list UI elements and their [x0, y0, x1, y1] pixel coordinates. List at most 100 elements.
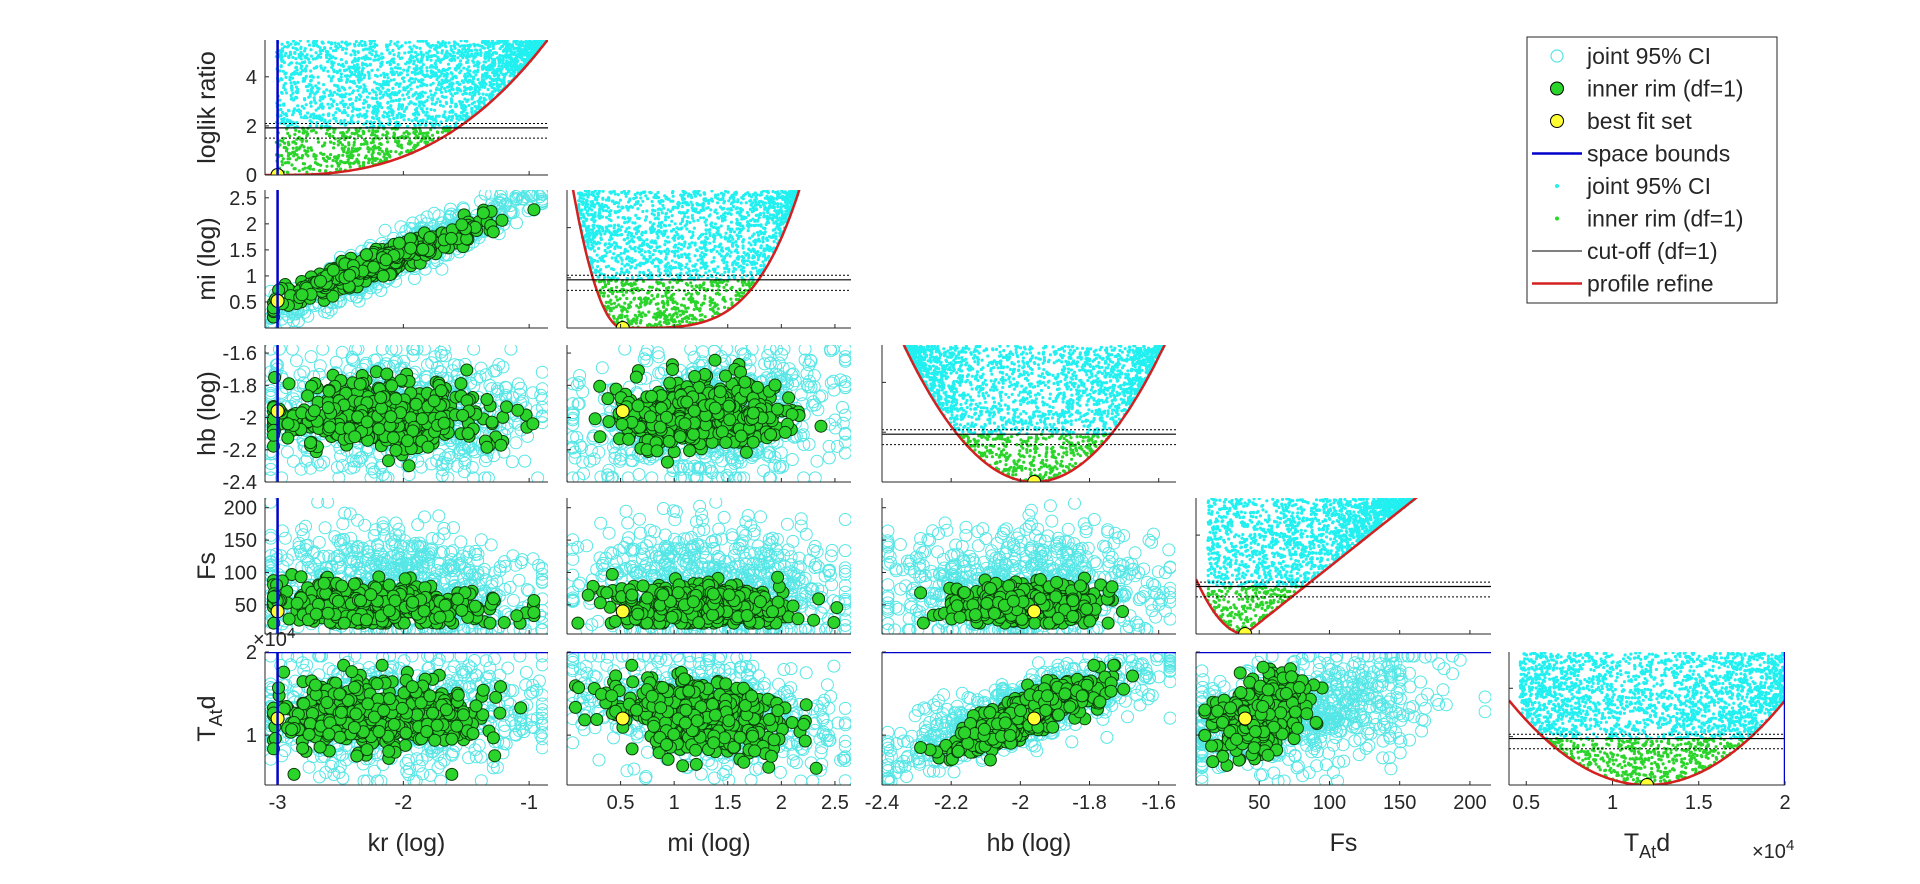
profile-dot — [332, 49, 335, 52]
profile-dot — [474, 52, 477, 55]
profile-dot — [699, 216, 702, 219]
profile-dot — [668, 313, 671, 316]
profile-dot — [282, 86, 285, 89]
profile-dot — [666, 236, 669, 239]
profile-dot — [310, 129, 313, 132]
profile-dot — [382, 72, 385, 75]
profile-dot — [306, 150, 309, 153]
profile-dot — [449, 53, 452, 56]
profile-dot — [351, 105, 354, 108]
profile-dot — [357, 134, 360, 137]
profile-dot — [419, 47, 422, 50]
profile-dot — [323, 66, 326, 69]
profile-dot — [317, 81, 320, 84]
profile-dot — [667, 250, 670, 253]
profile-dot — [502, 80, 505, 83]
profile-dot — [392, 61, 395, 64]
profile-dot — [478, 44, 481, 47]
profile-dot — [443, 75, 446, 78]
profile-dot — [391, 49, 394, 52]
profile-dot — [445, 79, 448, 82]
profile-dot — [456, 52, 459, 55]
profile-dot — [424, 91, 427, 94]
profile-dot — [298, 62, 301, 65]
profile-dot — [639, 302, 642, 305]
profile-dot — [422, 104, 425, 107]
profile-dot — [705, 232, 708, 235]
profile-dot — [668, 224, 671, 227]
profile-dot — [385, 44, 388, 47]
profile-dot — [482, 93, 485, 96]
profile-dot — [298, 169, 301, 172]
profile-dot — [350, 53, 353, 56]
profile-dot — [449, 105, 452, 108]
profile-dot — [632, 240, 635, 243]
profile-dot — [657, 196, 660, 199]
profile-dot — [686, 216, 689, 219]
profile-dot — [312, 155, 315, 158]
profile-dot — [690, 241, 693, 244]
profile-dot — [369, 147, 372, 150]
profile-dot — [396, 44, 399, 47]
profile-dot — [483, 74, 486, 77]
profile-dot — [456, 64, 459, 67]
profile-dot — [648, 302, 651, 305]
profile-dot — [351, 110, 354, 113]
profile-dot — [413, 59, 416, 62]
profile-dot — [347, 106, 350, 109]
profile-dot — [730, 202, 733, 205]
inner-rim-point — [528, 204, 540, 216]
profile-dot — [769, 213, 772, 216]
profile-dot — [448, 67, 451, 70]
profile-dot — [318, 169, 321, 172]
profile-dot — [313, 96, 316, 99]
profile-dot — [398, 98, 401, 101]
profile-dot — [329, 54, 332, 57]
profile-dot — [430, 54, 433, 57]
profile-dot — [326, 103, 329, 106]
profile-dot — [450, 49, 453, 52]
profile-dot — [473, 93, 476, 96]
profile-dot — [700, 241, 703, 244]
profile-dot — [467, 98, 470, 101]
profile-dot — [396, 141, 399, 144]
profile-dot — [367, 71, 370, 74]
profile-dot — [474, 89, 477, 92]
profile-dot — [665, 263, 668, 266]
profile-dot — [470, 97, 473, 100]
profile-dot — [306, 111, 309, 114]
profile-dot — [449, 92, 452, 95]
profile-dot — [390, 71, 393, 74]
profile-dot — [294, 57, 297, 60]
profile-dot — [657, 282, 660, 285]
profile-dot — [473, 44, 476, 47]
profile-dot — [382, 125, 385, 128]
profile-dot — [729, 298, 732, 301]
profile-dot — [388, 43, 391, 46]
profile-dot — [325, 165, 328, 168]
profile-dot — [308, 44, 311, 47]
profile-dot — [598, 190, 601, 193]
profile-dot — [456, 88, 459, 91]
profile-dot — [691, 203, 694, 206]
profile-dot — [484, 83, 487, 86]
profile-dot — [327, 75, 330, 78]
profile-dot — [421, 78, 424, 81]
profile-dot — [326, 129, 329, 132]
profile-dot — [291, 56, 294, 59]
profile-dot — [756, 231, 759, 234]
profile-dot — [665, 229, 668, 232]
profile-dot — [700, 304, 703, 307]
profile-dot — [483, 99, 486, 102]
profile-dot — [303, 107, 306, 110]
profile-dot — [641, 210, 644, 213]
panel-kr-vs-kr — [265, 39, 548, 182]
profile-dot — [633, 203, 636, 206]
profile-dot — [296, 48, 299, 51]
profile-dot — [376, 68, 379, 71]
profile-dot — [506, 39, 509, 42]
profile-dot — [593, 249, 596, 252]
profile-dot — [361, 63, 364, 66]
profile-dot — [587, 190, 590, 193]
profile-dot — [698, 287, 701, 290]
